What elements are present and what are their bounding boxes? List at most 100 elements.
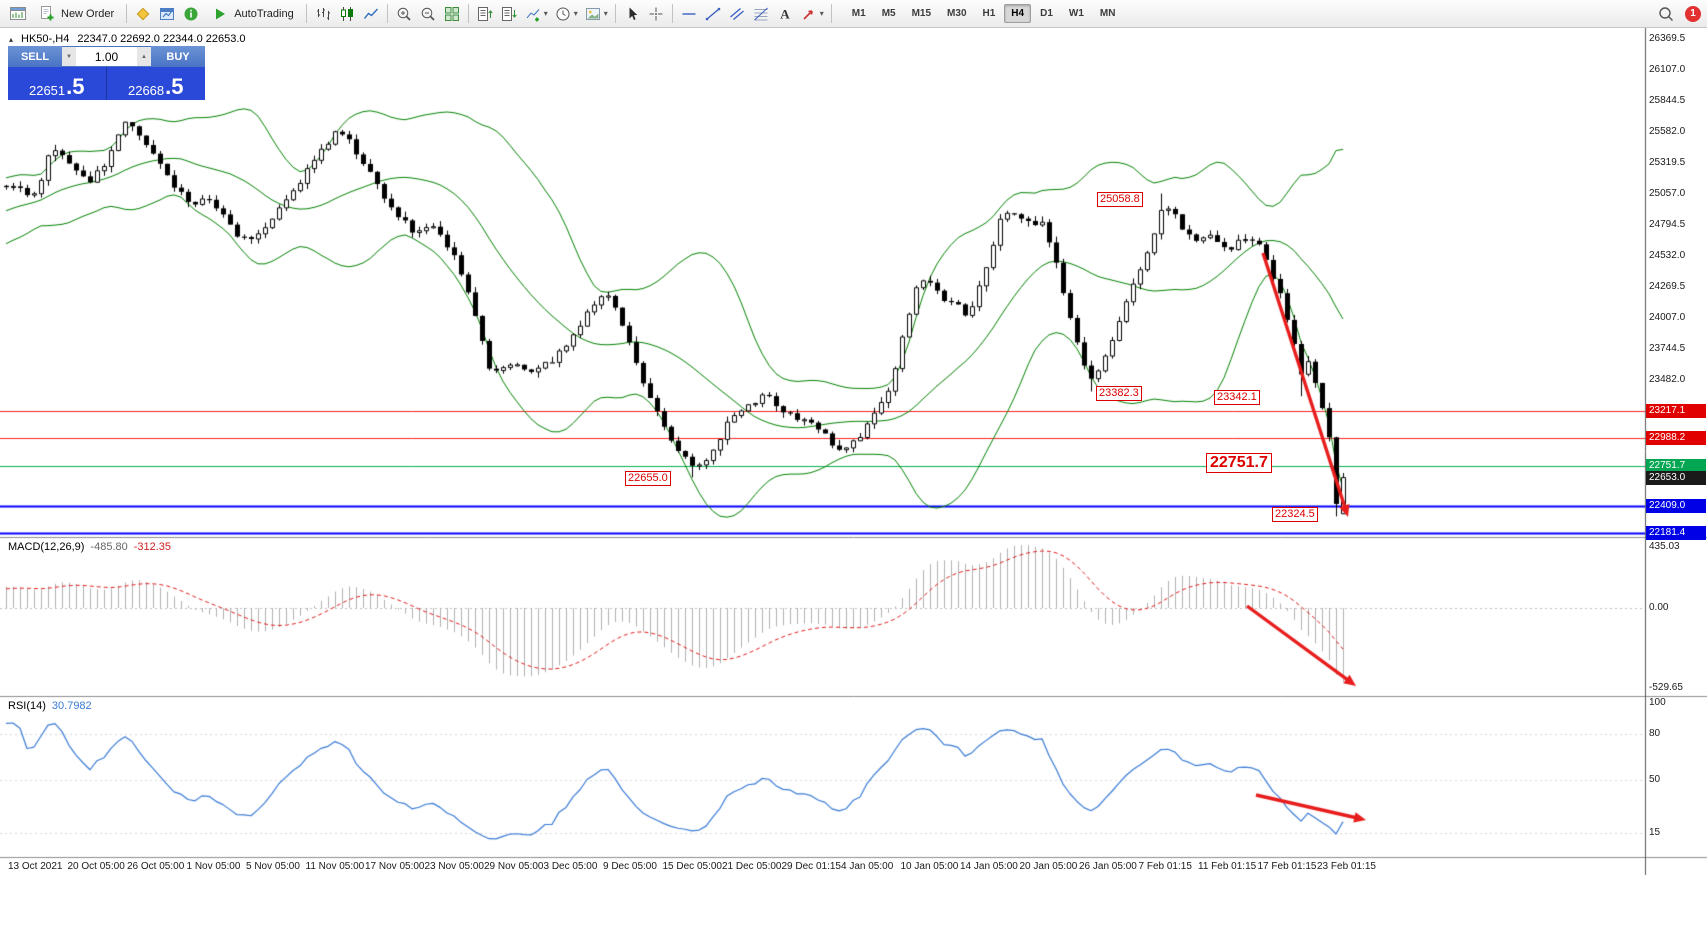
notification-badge[interactable]: 1 (1685, 5, 1701, 22)
zoom-in-icon (397, 7, 411, 21)
new-order-icon (41, 5, 54, 20)
periods-icon (556, 7, 570, 20)
dropdown-caret-icon: ▾ (819, 9, 824, 18)
zoom-out-icon (421, 7, 435, 21)
tile-windows-icon (444, 6, 459, 21)
timeframe-m30[interactable]: M30 (947, 8, 967, 19)
add-indicator-icon (526, 8, 540, 21)
search-button[interactable] (1654, 2, 1678, 26)
price-label-annotation[interactable]: 22324.5 (1272, 507, 1318, 522)
one-click-trading-panel: SELL ▼ 1.00 ▲ BUY 22651.5 22668.5 (8, 46, 205, 100)
dropdown-caret-icon: ▾ (573, 9, 578, 18)
sell-price-pips: .5 (66, 74, 85, 100)
autotrading-label: AutoTrading (234, 7, 294, 20)
fibonacci-icon (753, 7, 768, 20)
price-label-annotation[interactable]: 22751.7 (1206, 453, 1272, 473)
buy-button[interactable]: BUY (151, 46, 205, 67)
indicators-list-button[interactable] (473, 2, 497, 26)
text-tool-button[interactable]: A (773, 2, 797, 26)
search-icon (1659, 6, 1673, 21)
metaeditor-button[interactable] (131, 2, 155, 26)
timeframe-m1[interactable]: M1 (851, 8, 866, 19)
price-label-annotation[interactable]: 22655.0 (625, 471, 671, 486)
horizontal-line-button[interactable] (677, 2, 701, 26)
periods-button[interactable]: ▾ (551, 2, 581, 26)
toolbar-right-group: 1 (1654, 2, 1701, 26)
buy-price[interactable]: 22668.5 (107, 67, 206, 100)
price-label-annotation[interactable]: 23382.3 (1096, 386, 1142, 401)
toolbar-separator (614, 4, 616, 23)
timeframe-h4[interactable]: H4 (1004, 4, 1032, 23)
channel-button[interactable] (725, 2, 749, 26)
volume-field: ▼ 1.00 ▲ (62, 46, 151, 67)
candlestick-chart-icon (340, 6, 353, 21)
dropdown-caret-icon: ▾ (543, 9, 548, 18)
candlestick-chart-button[interactable] (335, 2, 359, 26)
zoom-out-button[interactable] (416, 2, 440, 26)
price-label-annotation[interactable]: 25058.8 (1097, 192, 1143, 207)
bar-chart-icon (316, 7, 330, 20)
new-chart-icon (10, 6, 26, 20)
navigator-icon (501, 6, 517, 21)
toolbar-separator (671, 4, 673, 23)
volume-increase-button[interactable]: ▲ (137, 47, 151, 66)
arrow-tool-button[interactable]: ▾ (797, 2, 827, 26)
buy-price-pips: .5 (165, 74, 184, 100)
timeframe-mn[interactable]: MN (1099, 8, 1116, 19)
navigator-button[interactable] (497, 2, 521, 26)
indicators-list-icon (477, 6, 493, 21)
template-icon (585, 7, 600, 20)
info-icon (184, 7, 198, 20)
toolbar-separator (305, 4, 307, 23)
svg-text:A: A (780, 6, 790, 21)
timeframe-h1[interactable]: H1 (982, 8, 996, 19)
line-chart-icon (363, 8, 378, 19)
trade-panel-price-row: 22651.5 22668.5 (8, 67, 205, 100)
template-button[interactable]: ▾ (581, 2, 611, 26)
add-indicator-button[interactable]: ▾ (521, 2, 551, 26)
timeframe-d1[interactable]: D1 (1040, 8, 1053, 19)
toolbar-separator (830, 4, 832, 23)
sell-price-main: 22651 (28, 83, 66, 98)
channel-icon (729, 7, 744, 20)
zoom-in-button[interactable] (392, 2, 416, 26)
sell-price[interactable]: 22651.5 (8, 67, 107, 100)
timeframe-m5[interactable]: M5 (881, 8, 896, 19)
dropdown-caret-icon: ▾ (603, 9, 608, 18)
crosshair-icon (649, 7, 663, 20)
autotrading-button[interactable]: AutoTrading (203, 2, 302, 26)
toolbar-separator (386, 4, 388, 23)
buy-price-main: 22668 (127, 83, 165, 98)
volume-input[interactable]: 1.00 (94, 49, 119, 64)
new-order-button[interactable]: New Order (30, 2, 122, 26)
cursor-icon (629, 7, 637, 20)
cursor-button[interactable] (620, 2, 644, 26)
line-chart-button[interactable] (359, 2, 383, 26)
tile-windows-button[interactable] (440, 2, 464, 26)
timeframe-w1[interactable]: W1 (1068, 8, 1084, 19)
autotrading-icon (216, 8, 226, 19)
timeframe-toolbar: M1 M5 M15 M30 H1 H4 D1 W1 MN (844, 4, 1124, 23)
toolbar-separator (467, 4, 469, 23)
metaeditor-icon (136, 7, 150, 20)
trendline-button[interactable] (701, 2, 725, 26)
new-chart-button[interactable] (6, 2, 30, 26)
arrow-tool-icon (803, 9, 813, 20)
fibonacci-button[interactable] (749, 2, 773, 26)
bar-chart-button[interactable] (311, 2, 335, 26)
trendline-icon (705, 7, 721, 20)
chart-window-button[interactable] (155, 2, 179, 26)
trade-panel-top-row: SELL ▼ 1.00 ▲ BUY (8, 46, 205, 67)
price-label-annotation[interactable]: 23342.1 (1214, 390, 1260, 405)
toolbar-separator (126, 4, 128, 23)
sell-button[interactable]: SELL (8, 46, 62, 67)
new-order-label: New Order (61, 7, 115, 20)
crosshair-button[interactable] (644, 2, 668, 26)
info-button[interactable] (179, 2, 203, 26)
timeframe-m15[interactable]: M15 (911, 8, 932, 19)
main-toolbar: New Order AutoTrading ▾ ▾ ▾ A ▾ M1 M5 M15 M… (0, 0, 1707, 28)
volume-decrease-button[interactable]: ▼ (62, 47, 76, 66)
text-tool-icon: A (780, 6, 790, 21)
